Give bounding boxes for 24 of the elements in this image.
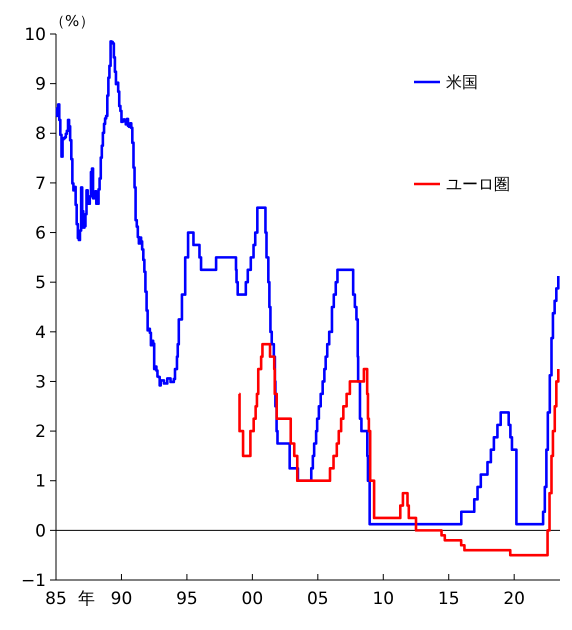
y-tick-label: 9: [35, 74, 46, 95]
y-tick-label: −1: [20, 570, 46, 591]
y-tick-label: 3: [35, 372, 46, 392]
y-tick-label: 6: [35, 223, 46, 244]
y-tick-label: 2: [35, 422, 46, 442]
legend-label: 米国: [446, 72, 478, 92]
y-tick-label: 10: [24, 24, 46, 45]
x-tick-label: 20: [503, 589, 525, 609]
x-tick-label: 05: [307, 589, 329, 609]
y-tick-label: 1: [35, 472, 46, 492]
x-tick-label: 15: [438, 589, 460, 609]
x-axis-title: 年: [78, 589, 95, 609]
x-tick-label: 90: [110, 589, 132, 609]
legend-label: ユーロ圏: [446, 174, 510, 194]
y-tick-label: 7: [35, 174, 46, 194]
x-tick-label: 00: [242, 589, 264, 609]
x-tick-label: 10: [372, 589, 394, 609]
x-tick-label: 95: [176, 589, 198, 609]
y-tick-label: 8: [35, 124, 46, 144]
y-tick-label: 4: [35, 322, 46, 343]
y-tick-label: 0: [35, 521, 46, 542]
y-axis-title: （%）: [50, 12, 94, 30]
y-tick-label: 5: [35, 273, 46, 294]
x-tick-label: 85: [45, 589, 67, 609]
